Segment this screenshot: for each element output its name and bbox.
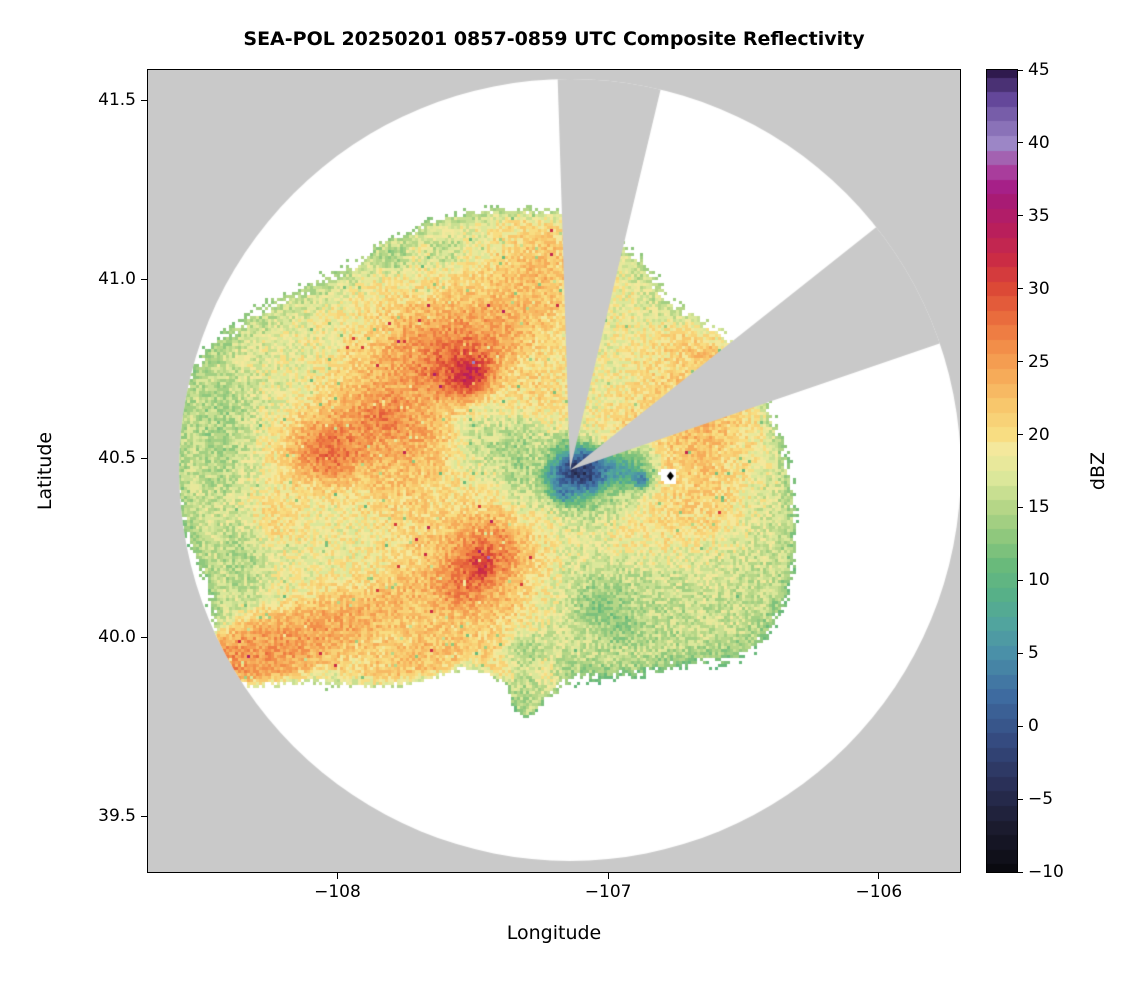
colorbar-tick-label: 0 <box>1028 716 1039 737</box>
y-tick-mark <box>141 278 147 280</box>
y-tick-label: 41.5 <box>98 90 136 111</box>
colorbar <box>986 69 1018 873</box>
colorbar-tick-mark <box>1018 288 1023 290</box>
radar-map-canvas <box>148 70 960 872</box>
x-axis-label: Longitude <box>506 922 602 944</box>
y-tick-label: 41.0 <box>98 269 136 290</box>
colorbar-tick-label: −10 <box>1028 862 1064 882</box>
colorbar-tick-label: 35 <box>1028 205 1050 226</box>
colorbar-tick-label: 25 <box>1028 351 1050 372</box>
chart-title: SEA-POL 20250201 0857-0859 UTC Composite… <box>243 28 865 50</box>
y-tick-label: 39.5 <box>98 806 136 827</box>
colorbar-gradient-canvas <box>987 70 1017 872</box>
colorbar-tick-label: 10 <box>1028 570 1050 591</box>
colorbar-tick-mark <box>1018 871 1023 873</box>
colorbar-tick-label: 15 <box>1028 497 1050 518</box>
x-tick-mark <box>878 873 880 879</box>
colorbar-tick-label: 5 <box>1028 643 1039 664</box>
colorbar-tick-label: 20 <box>1028 424 1050 445</box>
colorbar-tick-label: 30 <box>1028 278 1050 299</box>
colorbar-tick-mark <box>1018 652 1023 654</box>
colorbar-tick-mark <box>1018 361 1023 363</box>
colorbar-tick-mark <box>1018 215 1023 217</box>
y-axis-label: Latitude <box>34 431 56 511</box>
colorbar-tick-label: 40 <box>1028 132 1050 153</box>
colorbar-tick-mark <box>1018 506 1023 508</box>
x-tick-mark <box>336 873 338 879</box>
colorbar-tick-mark <box>1018 142 1023 144</box>
colorbar-tick-mark <box>1018 579 1023 581</box>
y-tick-mark <box>141 99 147 101</box>
y-tick-label: 40.0 <box>98 627 136 648</box>
y-tick-mark <box>141 457 147 459</box>
y-tick-label: 40.5 <box>98 448 136 469</box>
colorbar-tick-mark <box>1018 725 1023 727</box>
plot-area <box>147 69 961 873</box>
colorbar-tick-mark <box>1018 798 1023 800</box>
colorbar-tick-mark <box>1018 434 1023 436</box>
colorbar-label: dBZ <box>1087 451 1109 491</box>
colorbar-tick-label: 45 <box>1028 60 1050 80</box>
colorbar-tick-mark <box>1018 69 1023 71</box>
x-tick-label: −108 <box>314 882 361 902</box>
colorbar-tick-label: −5 <box>1028 789 1054 810</box>
x-tick-mark <box>607 873 609 879</box>
x-tick-label: −106 <box>855 882 903 902</box>
y-tick-mark <box>141 815 147 817</box>
y-tick-mark <box>141 636 147 638</box>
x-tick-label: −107 <box>584 882 632 902</box>
